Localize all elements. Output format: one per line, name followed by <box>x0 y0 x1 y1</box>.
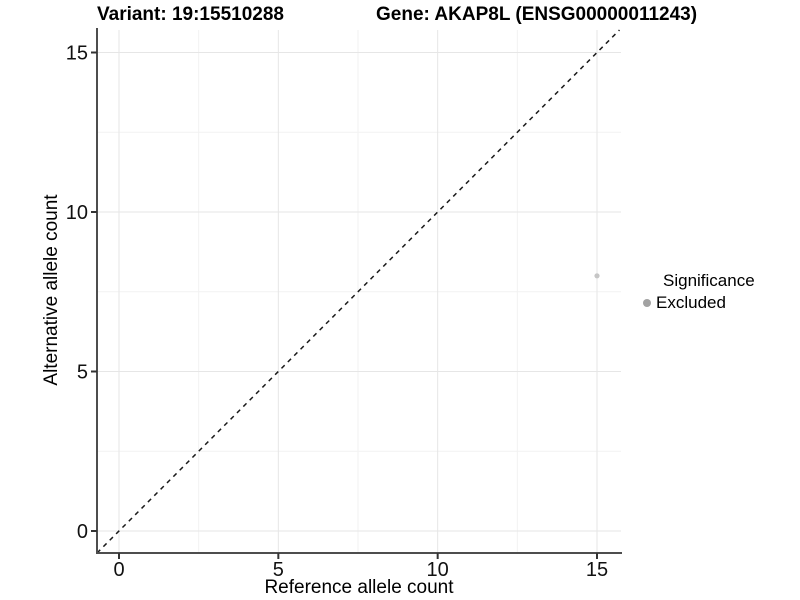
legend: Significance Excluded <box>636 271 755 313</box>
legend-title: Significance <box>663 271 755 290</box>
y-tick-label: 0 <box>77 521 88 543</box>
legend-key-dot <box>643 298 651 307</box>
x-axis-label: Reference allele count <box>264 577 454 598</box>
x-tick-label: 15 <box>586 559 608 581</box>
legend-item-excluded: Excluded <box>636 292 755 313</box>
x-tick-label: 0 <box>113 559 124 581</box>
x-tick-label: 5 <box>273 559 284 581</box>
plot-title-gene: Gene: AKAP8L (ENSG00000011243) <box>376 4 698 25</box>
y-axis-label: Alternative allele count <box>41 194 62 386</box>
y-tick-label: 10 <box>66 202 88 224</box>
data-point <box>594 273 600 279</box>
x-tick-label: 10 <box>427 559 449 581</box>
y-tick-label: 5 <box>77 362 88 384</box>
legend-item-label: Excluded <box>656 292 726 312</box>
y-tick-label: 15 <box>66 43 88 65</box>
plot-title-variant: Variant: 19:15510288 <box>97 4 284 25</box>
identity-reference-line <box>96 29 621 554</box>
